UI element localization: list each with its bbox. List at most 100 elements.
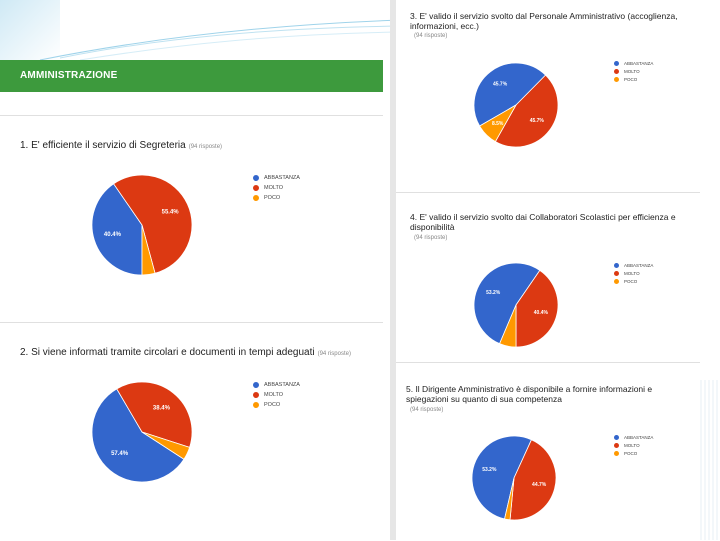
legend-swatch bbox=[614, 262, 619, 268]
legend-swatch bbox=[614, 450, 619, 456]
legend-item-molto: MOLTO bbox=[253, 183, 300, 193]
legend-item-abbastanza: ABBASTANZA bbox=[614, 59, 653, 67]
legend-label: ABBASTANZA bbox=[264, 175, 300, 181]
data-label-abbastanza: 45.7% bbox=[493, 82, 508, 88]
legend-item-poco: POCO bbox=[253, 193, 300, 203]
question-text-2: 2. Si viene informati tramite circolari … bbox=[20, 347, 315, 358]
legend-swatch bbox=[253, 185, 259, 191]
data-label-molto: 45.7% bbox=[530, 118, 545, 124]
legend-item-poco: POCO bbox=[614, 277, 653, 285]
pie-slice-molto bbox=[509, 439, 557, 521]
response-count-3: (94 risposte) bbox=[414, 33, 448, 39]
legend-item-molto: MOLTO bbox=[253, 390, 300, 400]
legend-label: POCO bbox=[264, 195, 281, 201]
legend-swatch bbox=[614, 68, 619, 74]
data-label-abbastanza: 53.2% bbox=[486, 290, 501, 296]
response-count-5: (94 risposte) bbox=[410, 407, 444, 413]
question-title-4: 4. E' valido il servizio svolto dai Coll… bbox=[410, 212, 676, 232]
question-text-1: 1. E' efficiente il servizio di Segreter… bbox=[20, 140, 186, 151]
legend-label: MOLTO bbox=[624, 68, 640, 74]
legend-label: POCO bbox=[264, 402, 281, 408]
question-text-4-line2: disponibilità bbox=[410, 222, 455, 232]
data-label-molto: 38.4% bbox=[153, 405, 171, 411]
pie-slice-abbastanza bbox=[471, 435, 532, 520]
pie-slice-abbastanza bbox=[91, 183, 143, 276]
response-count-4: (94 risposte) bbox=[414, 235, 448, 241]
legend-label: ABBASTANZA bbox=[624, 262, 654, 268]
response-count-1: (94 risposte) bbox=[188, 144, 223, 150]
legend-2: ABBASTANZA MOLTO POCO bbox=[253, 380, 300, 410]
legend-swatch bbox=[614, 60, 619, 66]
question-text-5-line2: spiegazioni su quanto di sua competenza bbox=[406, 394, 562, 404]
data-label-abbastanza: 53.2% bbox=[482, 467, 497, 473]
pie-slice-molto bbox=[494, 74, 559, 148]
legend-swatch bbox=[253, 175, 259, 181]
legend-item-poco: POCO bbox=[614, 449, 653, 457]
question-title-1: 1. E' efficiente il servizio di Segreter… bbox=[20, 140, 222, 153]
question-card-5 bbox=[396, 362, 700, 541]
legend-label: POCO bbox=[624, 76, 638, 82]
question-title-3: 3. E' valido il servizio svolto dal Pers… bbox=[410, 11, 678, 31]
legend-5: ABBASTANZA MOLTO POCO bbox=[614, 433, 653, 457]
legend-label: MOLTO bbox=[264, 392, 284, 398]
legend-label: MOLTO bbox=[624, 270, 640, 276]
legend-swatch bbox=[253, 195, 259, 201]
corner-decoration bbox=[0, 0, 60, 60]
column-divider bbox=[390, 0, 396, 540]
question-text-5: 5. Il Dirigente Amministrativo è disponi… bbox=[406, 384, 653, 394]
legend-label: ABBASTANZA bbox=[264, 382, 300, 388]
response-count-2: (94 risposte) bbox=[317, 351, 351, 357]
pie-chart-4: 53.2% 40.4% bbox=[473, 262, 559, 348]
legend-item-abbastanza: ABBASTANZA bbox=[253, 173, 300, 183]
legend-label: MOLTO bbox=[264, 185, 284, 191]
pie-chart-5: 53.2% 44.7% bbox=[471, 435, 557, 521]
legend-item-molto: MOLTO bbox=[614, 269, 653, 277]
wave-decoration bbox=[39, 19, 400, 60]
legend-item-poco: POCO bbox=[614, 75, 653, 83]
data-label-molto: 44.7% bbox=[532, 482, 547, 488]
legend-1: ABBASTANZA MOLTO POCO bbox=[253, 173, 300, 203]
data-label-abbastanza: 40.4% bbox=[104, 232, 122, 238]
legend-label: MOLTO bbox=[624, 442, 640, 448]
legend-4: ABBASTANZA MOLTO POCO bbox=[614, 261, 653, 285]
question-text-4: 4. E' valido il servizio svolto dai Coll… bbox=[410, 212, 676, 222]
pie-slice-molto bbox=[515, 269, 559, 348]
data-label-poco: 8.5% bbox=[492, 121, 504, 127]
question-text-3-line2: informazioni, ecc.) bbox=[410, 21, 479, 31]
data-label-molto: 40.4% bbox=[534, 310, 549, 316]
legend-label: ABBASTANZA bbox=[624, 434, 654, 440]
legend-label: POCO bbox=[624, 450, 638, 456]
pie-chart-1: 40.4% 55.4% bbox=[91, 174, 193, 276]
legend-item-molto: MOLTO bbox=[614, 441, 653, 449]
right-edge-decoration bbox=[700, 380, 720, 540]
legend-swatch bbox=[253, 392, 259, 398]
question-title-2: 2. Si viene informati tramite circolari … bbox=[20, 347, 351, 360]
pie-slice-poco bbox=[499, 304, 517, 348]
question-title-5: 5. Il Dirigente Amministrativo è disponi… bbox=[406, 384, 652, 404]
legend-swatch bbox=[614, 76, 619, 82]
pie-slice-abbastanza bbox=[91, 388, 185, 483]
pie-slice-abbastanza bbox=[473, 62, 547, 127]
legend-item-abbastanza: ABBASTANZA bbox=[614, 261, 653, 269]
pie-slice-poco bbox=[141, 431, 191, 460]
section-banner: AMMINISTRAZIONE bbox=[0, 60, 383, 92]
legend-3: ABBASTANZA MOLTO POCO bbox=[614, 59, 653, 83]
legend-item-abbastanza: ABBASTANZA bbox=[253, 380, 300, 390]
legend-item-molto: MOLTO bbox=[614, 67, 653, 75]
question-text-3: 3. E' valido il servizio svolto dal Pers… bbox=[410, 11, 678, 21]
legend-swatch bbox=[253, 382, 259, 388]
pie-chart-3: 45.7% 45.7% 8.5% bbox=[473, 62, 559, 148]
data-label-abbastanza: 57.4% bbox=[111, 451, 129, 457]
legend-swatch bbox=[614, 278, 619, 284]
legend-label: ABBASTANZA bbox=[624, 60, 654, 66]
legend-item-abbastanza: ABBASTANZA bbox=[614, 433, 653, 441]
banner-title: AMMINISTRAZIONE bbox=[20, 70, 118, 81]
pie-slice-molto bbox=[116, 381, 193, 448]
data-label-molto: 55.4% bbox=[162, 210, 180, 216]
legend-swatch bbox=[614, 434, 619, 440]
legend-swatch bbox=[614, 442, 619, 448]
pie-slice-abbastanza bbox=[473, 262, 541, 345]
pie-chart-2: 57.4% 38.4% bbox=[91, 381, 193, 483]
legend-item-poco: POCO bbox=[253, 400, 300, 410]
legend-label: POCO bbox=[624, 278, 638, 284]
